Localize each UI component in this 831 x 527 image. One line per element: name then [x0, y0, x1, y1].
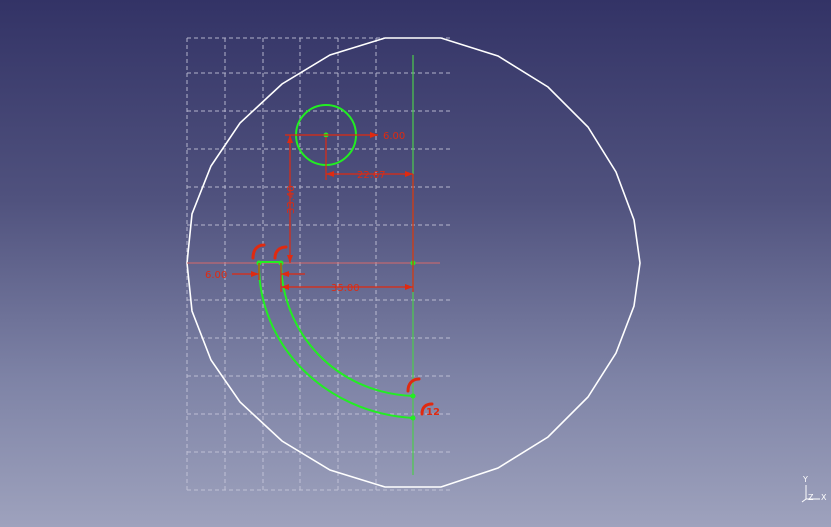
slot-width-label[interactable]: 6.00 [205, 270, 227, 281]
tangent-constraint-icon[interactable] [273, 245, 288, 260]
constraint-icons[interactable] [251, 243, 434, 416]
axis-cross-z-label: Z [808, 493, 814, 502]
axis-cross-x-label: X [821, 493, 827, 502]
axis-cross: Y Z X [801, 475, 827, 503]
arc-endpoint[interactable] [410, 393, 416, 399]
arrow-head [405, 171, 413, 177]
arrow-head [287, 255, 293, 263]
arrow-head [326, 171, 334, 177]
arrow-head [287, 135, 293, 143]
tangent-constraint-icon[interactable] [251, 243, 266, 260]
tangent-constraint-icon[interactable] [406, 377, 421, 393]
vertical-offset-label[interactable]: 33.40 [286, 185, 297, 214]
arc-endpoint[interactable] [410, 415, 416, 421]
arrow-head [251, 271, 259, 277]
arrow-head [281, 284, 289, 290]
tangent-constraint-icon[interactable] [420, 402, 434, 416]
arrow-head [405, 284, 413, 290]
arrow-head [281, 271, 289, 277]
dimension-constraints[interactable] [232, 134, 414, 292]
axis-cross-y-label: Y [802, 475, 808, 484]
outer-arc[interactable] [257, 262, 414, 419]
horizontal-offset-label[interactable]: 22.67 [357, 170, 386, 181]
constraint-number-label[interactable]: 12 [426, 407, 440, 418]
sketch-points[interactable] [256, 132, 416, 421]
arrow-head [370, 132, 378, 138]
axis-cross-z-line [801, 498, 807, 503]
dimension-arrows [251, 132, 413, 290]
inner-arc[interactable] [280, 262, 414, 397]
horizontal-distance-label[interactable]: 35.00 [331, 283, 360, 294]
sketch-grid [186, 37, 450, 491]
radius-dimension-label[interactable]: 6.00 [383, 131, 405, 142]
